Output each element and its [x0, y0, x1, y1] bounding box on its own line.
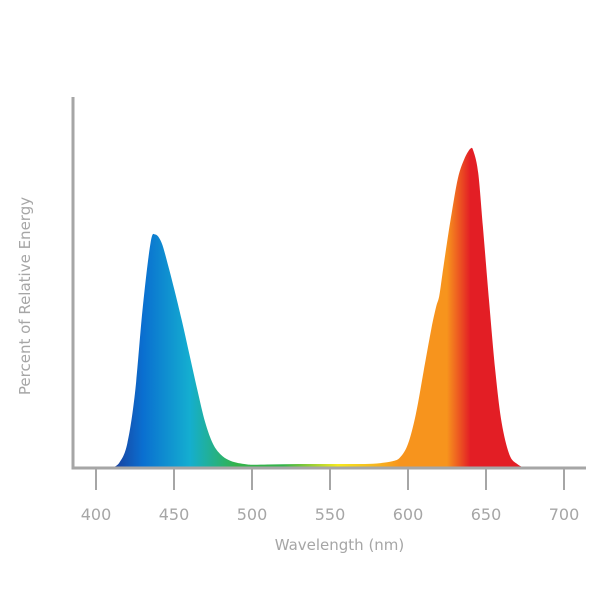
x-tick-label: 400: [81, 505, 112, 524]
y-axis-title: Percent of Relative Energy: [16, 197, 34, 395]
spectrum-area-series: [111, 147, 525, 468]
x-tick-label: 450: [159, 505, 190, 524]
x-tick-label: 600: [393, 505, 424, 524]
x-tick-label: 550: [315, 505, 346, 524]
axes: [71, 97, 586, 470]
x-tick-label: 500: [237, 505, 268, 524]
x-tick-label: 700: [549, 505, 580, 524]
x-axis-ticks: 400 450 500 550 600 650 700: [81, 468, 580, 524]
x-tick-label: 650: [471, 505, 502, 524]
x-axis-title: Wavelength (nm): [275, 536, 405, 554]
